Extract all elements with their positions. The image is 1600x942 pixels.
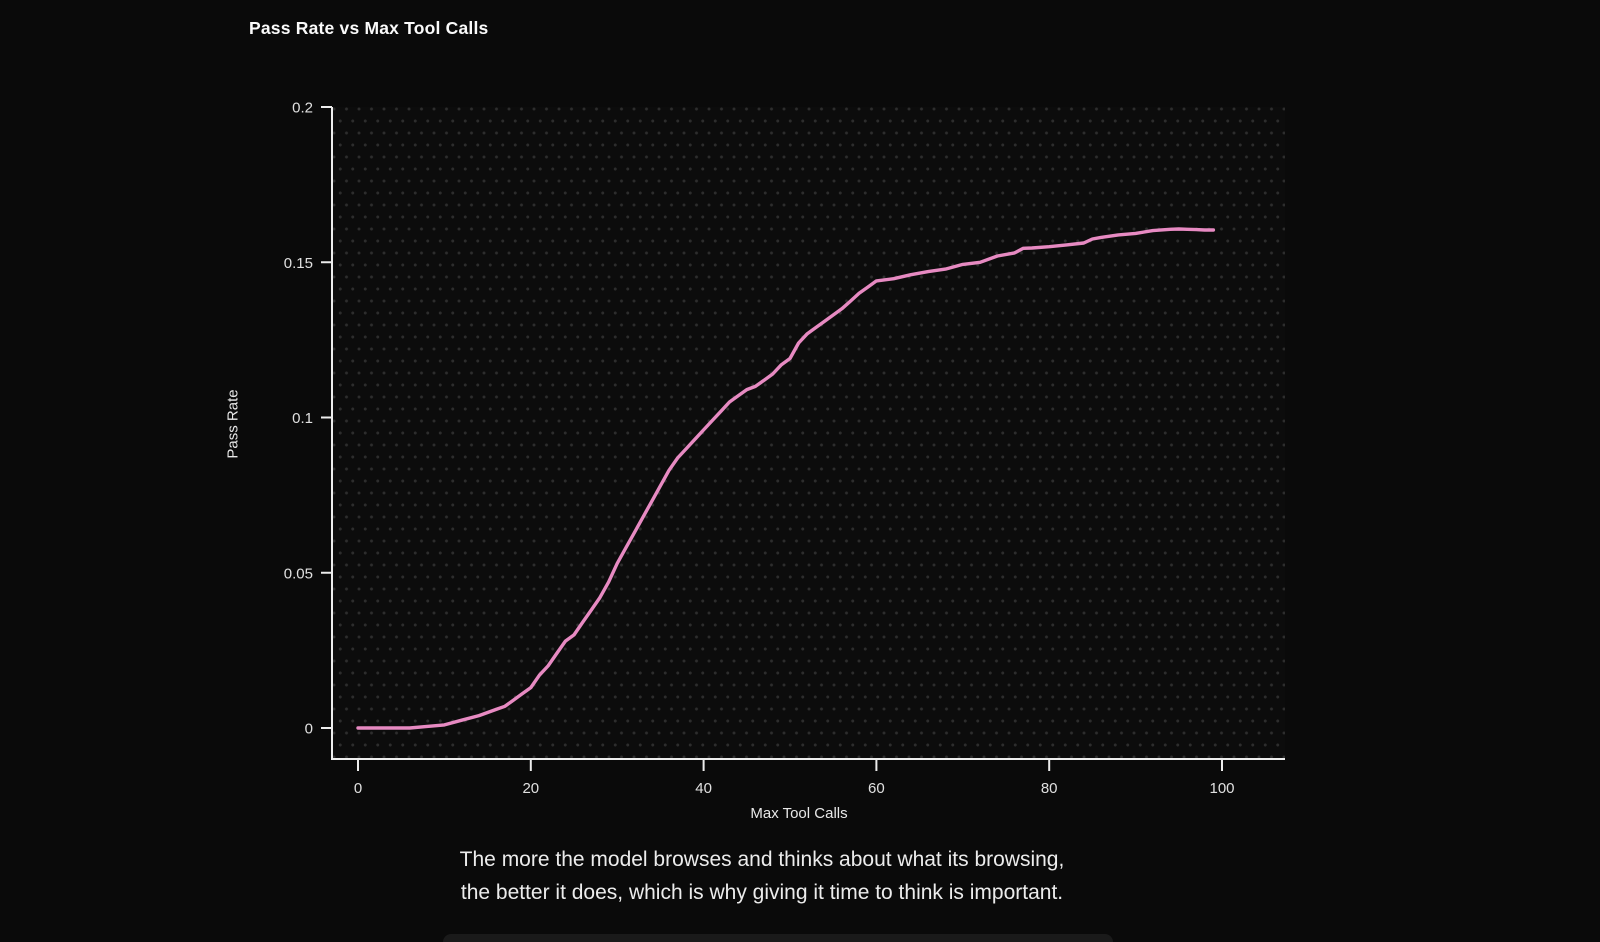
y-tick-label: 0.05 — [284, 565, 313, 582]
x-tick-label: 60 — [868, 780, 885, 797]
next-section-peek — [443, 934, 1113, 942]
series-line-pass_rate — [356, 227, 1216, 730]
y-tick-label: 0.1 — [292, 410, 313, 427]
caption-line-1: The more the model browses and thinks ab… — [459, 848, 1065, 871]
y-tick-label: 0 — [305, 721, 313, 738]
axes — [331, 107, 1285, 760]
x-tick-label: 80 — [1041, 780, 1058, 797]
chart-caption: The more the model browses and thinks ab… — [0, 844, 1600, 909]
x-axis-label: Max Tool Calls — [750, 805, 848, 822]
plot-dotted-background — [332, 107, 1285, 759]
x-tick-label: 40 — [695, 780, 712, 797]
chart-title: Pass Rate vs Max Tool Calls — [249, 18, 489, 38]
x-tick-label: 0 — [354, 780, 362, 797]
y-tick-label: 0.15 — [284, 255, 313, 272]
caption-line-2: the better it does, which is why giving … — [460, 880, 1064, 904]
y-tick-label: 0.2 — [292, 100, 313, 117]
x-tick-label: 20 — [522, 780, 539, 797]
x-tick-label: 100 — [1209, 780, 1234, 797]
